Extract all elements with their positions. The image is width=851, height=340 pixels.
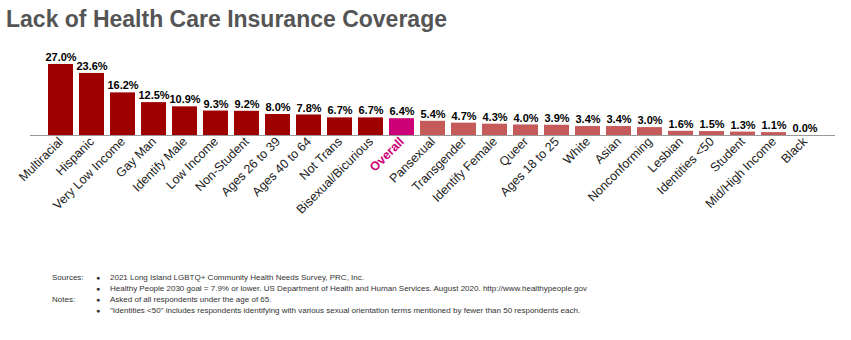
svg-text:9.2%: 9.2% — [234, 98, 259, 110]
svg-text:Student: Student — [707, 134, 748, 175]
html-text:2021 Long Island LGBTQ+ Commun: 2021 Long Island LGBTQ+ Community Health… — [110, 273, 364, 282]
svg-text:White: White — [560, 135, 593, 168]
svg-text:1.6%: 1.6% — [668, 118, 693, 130]
svg-text:12.5%: 12.5% — [138, 89, 169, 101]
html-text:"Identities <50" includes resp: "Identities <50" includes respondents id… — [110, 306, 581, 315]
svg-text:5.4%: 5.4% — [420, 108, 445, 120]
svg-text:Mid/High Income: Mid/High Income — [703, 135, 779, 211]
html-text:Sources:: Sources: — [52, 273, 84, 282]
svg-text:1.3%: 1.3% — [730, 119, 755, 131]
svg-text:Pansexual: Pansexual — [386, 134, 438, 186]
svg-text:3.4%: 3.4% — [575, 113, 600, 125]
svg-text:23.6%: 23.6% — [76, 60, 107, 72]
svg-text:Identify Female: Identify Female — [430, 135, 500, 205]
svg-text:Black: Black — [778, 134, 810, 166]
svg-text:3.4%: 3.4% — [606, 113, 631, 125]
svg-text:7.8%: 7.8% — [296, 102, 321, 114]
svg-text:4.7%: 4.7% — [451, 110, 476, 122]
svg-text:4.0%: 4.0% — [513, 112, 538, 124]
svg-text:10.9%: 10.9% — [169, 93, 200, 105]
svg-text:Ages 26 to 39: Ages 26 to 39 — [218, 134, 283, 199]
svg-text:Overall: Overall — [367, 134, 407, 175]
svg-text:1.5%: 1.5% — [699, 118, 724, 130]
svg-text:16.2%: 16.2% — [107, 79, 138, 91]
svg-text:8.0%: 8.0% — [265, 101, 290, 113]
svg-text:Transgender: Transgender — [409, 134, 469, 195]
svg-text:Queer: Queer — [496, 134, 531, 169]
svg-text:Not Trans: Not Trans — [296, 134, 345, 183]
svg-text:6.4%: 6.4% — [389, 105, 414, 117]
svg-text:6.7%: 6.7% — [358, 104, 383, 116]
svg-text:27.0%: 27.0% — [45, 51, 76, 63]
svg-text:Asian: Asian — [591, 134, 624, 167]
svg-text:Gay Man: Gay Man — [113, 134, 159, 181]
svg-text:Multiracial: Multiracial — [16, 135, 66, 185]
svg-text:Non-Student: Non-Student — [192, 134, 252, 195]
svg-text:6.7%: 6.7% — [327, 104, 352, 116]
svg-text:Ages 40 to 64: Ages 40 to 64 — [249, 134, 314, 199]
svg-text:Hispanic: Hispanic — [53, 134, 97, 179]
svg-text:Identities <50: Identities <50 — [654, 134, 717, 198]
svg-text:Lesbian: Lesbian — [645, 134, 686, 176]
svg-text:Nonconforming: Nonconforming — [585, 135, 655, 205]
svg-text:Bisexual/Bicurious: Bisexual/Bicurious — [294, 135, 376, 217]
svg-text:Very Low Income: Very Low Income — [50, 134, 128, 213]
html-text:Notes:: Notes: — [52, 295, 76, 304]
svg-text:Low Income: Low Income — [163, 134, 221, 193]
html-text:Healthy People 2030 goal = 7.9: Healthy People 2030 goal = 7.9% or lower… — [110, 284, 587, 293]
svg-text:3.9%: 3.9% — [544, 112, 569, 124]
svg-text:4.3%: 4.3% — [482, 111, 507, 123]
svg-text:1.1%: 1.1% — [761, 119, 786, 131]
svg-text:Ages 18 to 25: Ages 18 to 25 — [497, 135, 561, 199]
svg-text:3.0%: 3.0% — [637, 114, 662, 126]
svg-text:9.3%: 9.3% — [203, 98, 228, 110]
svg-text:0.0%: 0.0% — [792, 122, 817, 134]
html-text:Asked of all respondents under: Asked of all respondents under the age o… — [110, 295, 272, 304]
svg-text:Identify Male: Identify Male — [129, 134, 190, 195]
html-text:Lack of Health Care Insurance: Lack of Health Care Insurance Coverage — [6, 6, 447, 32]
